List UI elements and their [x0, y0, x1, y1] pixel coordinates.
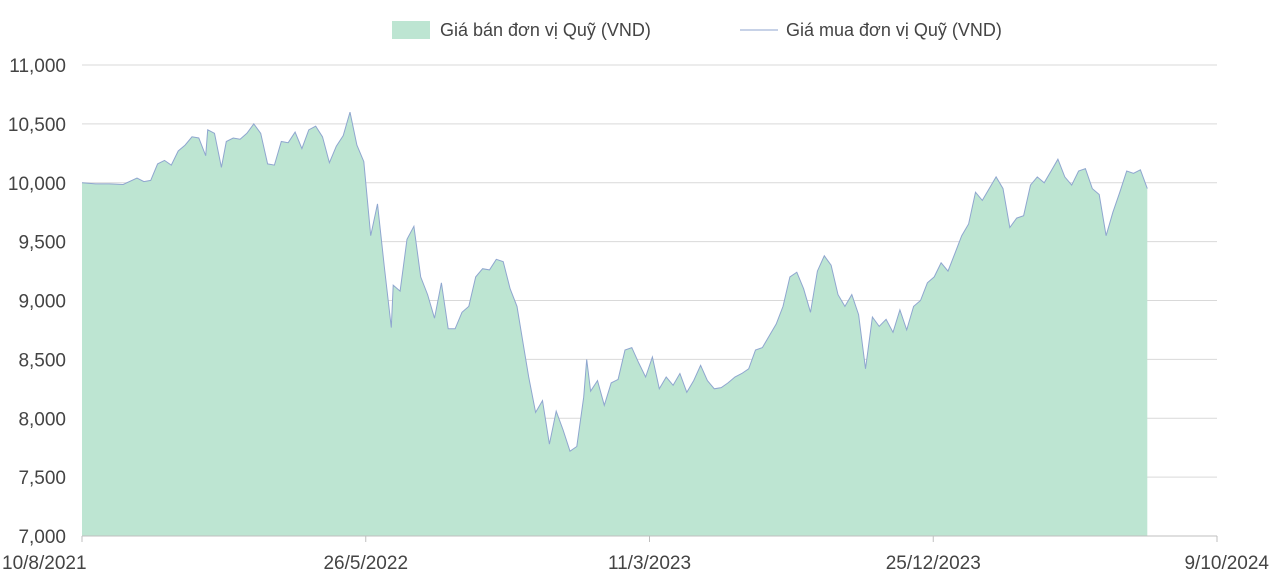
legend-label-sell: Giá bán đơn vị Quỹ (VND) — [440, 20, 651, 40]
axes — [81, 535, 1218, 542]
y-tick-label-5: 9,500 — [18, 233, 66, 254]
x-tick-label-1: 26/5/2022 — [323, 553, 408, 574]
legend: Giá bán đơn vị Quỹ (VND) Giá mua đơn vị … — [392, 20, 1002, 40]
legend-label-buy: Giá mua đơn vị Quỹ (VND) — [786, 20, 1002, 40]
x-tick-label-0: 10/8/2021 — [2, 553, 87, 574]
y-tick-label-1: 7,500 — [18, 468, 66, 489]
y-tick-label-8: 11,000 — [9, 56, 66, 77]
series-buy-line — [81, 111, 1148, 452]
y-tick-label-7: 10,500 — [8, 115, 66, 136]
y-tick-label-6: 10,000 — [8, 174, 66, 195]
x-tick-label-2: 11/3/2023 — [608, 553, 691, 574]
x-tick-label-4: 9/10/2024 — [1184, 553, 1269, 574]
y-tick-label-2: 8,000 — [18, 409, 66, 430]
y-tick-label-3: 8,500 — [18, 350, 66, 371]
y-tick-label-0: 7,000 — [18, 527, 66, 548]
y-tick-labels: 7,000 7,500 8,000 8,500 9,000 9,500 10,000 10,5… — [8, 56, 66, 548]
x-tick-label-3: 25/12/2023 — [886, 553, 981, 574]
legend-swatch-sell — [392, 21, 430, 39]
y-tick-label-4: 9,000 — [18, 292, 66, 313]
series-sell-area — [82, 112, 1148, 536]
plot-area — [81, 111, 1148, 536]
x-tick-labels: 10/8/2021 26/5/2022 11/3/2023 25/12/2023 9/1… — [2, 553, 1269, 574]
